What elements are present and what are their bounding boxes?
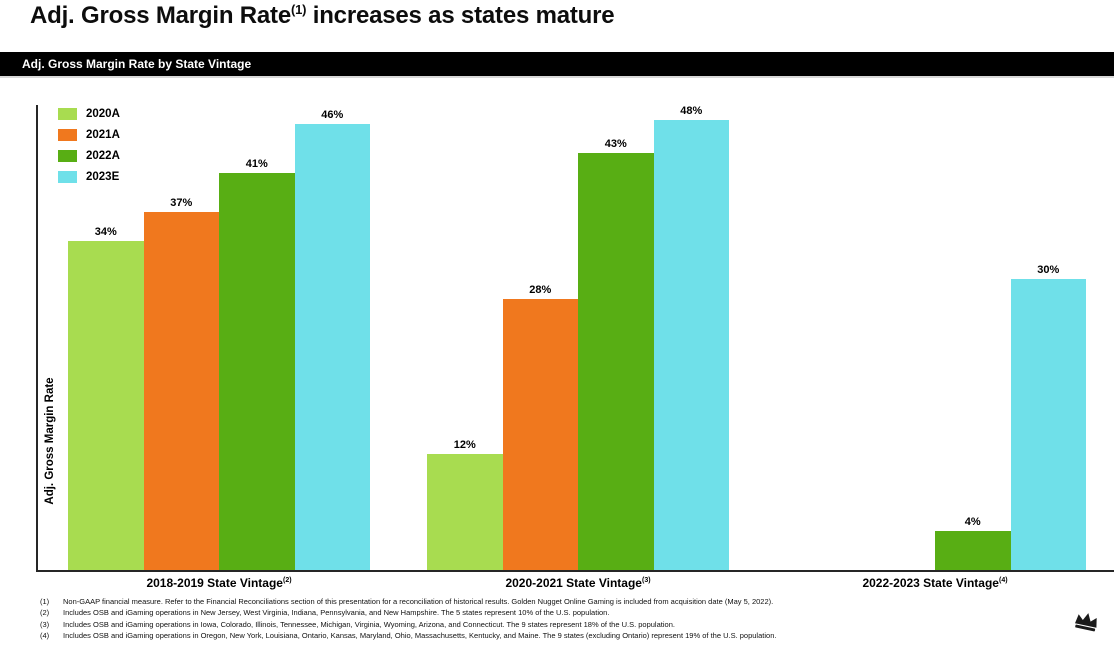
bar-2023E — [294, 124, 370, 570]
legend-swatch — [58, 107, 77, 120]
bar-group: 34% 37% 41% 46% — [68, 105, 370, 570]
title-footnote-ref: (1) — [290, 2, 307, 17]
bar-slot: 30% — [1010, 105, 1086, 570]
bar-chart-plot-area: Adj. Gross Margin Rate 2020A 2021A 2022A 20… — [36, 103, 1114, 590]
bar-slot — [860, 105, 936, 570]
title-text: Adj. Gross Margin Rate — [30, 2, 291, 29]
category-text: 2020-2021 State Vintage — [505, 576, 642, 590]
bar-slot: 43% — [578, 105, 654, 570]
footnote-number: (4) — [40, 631, 50, 641]
legend-label: 2021A — [86, 128, 120, 141]
y-axis-label: Adj. Gross Margin Rate — [44, 377, 56, 505]
bar-group: 12% 28% 43% 48% — [427, 105, 729, 570]
bar-slot: 34% — [68, 105, 144, 570]
bar-2023E — [1010, 279, 1086, 570]
legend-item: 2020A — [58, 103, 120, 124]
footnote-row: (1) Non-GAAP financial measure. Refer to … — [40, 596, 1080, 607]
bar-group: 4% 30% — [784, 105, 1086, 570]
bar-slot: 48% — [653, 105, 729, 570]
chart-title-banner: Adj. Gross Margin Rate by State Vintage — [0, 52, 1114, 78]
category-text: 2018-2019 State Vintage — [146, 576, 283, 590]
legend-swatch — [58, 149, 77, 162]
crown-logo-icon — [1075, 613, 1097, 632]
category-footnote-ref: (3) — [641, 577, 651, 584]
bar-slot — [784, 105, 860, 570]
bar-2022A — [935, 531, 1011, 570]
bar-value-label: 43% — [604, 138, 627, 151]
category-footnote-ref: (4) — [998, 577, 1008, 584]
bar-value-label: 12% — [453, 438, 476, 451]
bar-slot: 41% — [219, 105, 295, 570]
x-axis-category-label: 2020-2021 State Vintage(3) — [427, 576, 729, 590]
chart-legend: 2020A 2021A 2022A 2023E — [58, 103, 120, 187]
legend-item: 2023E — [58, 166, 120, 187]
bar-slot: 28% — [502, 105, 578, 570]
legend-item: 2022A — [58, 145, 120, 166]
bar-value-label: 34% — [94, 225, 117, 238]
bar-value-label: 28% — [529, 283, 552, 296]
category-text: 2022-2023 State Vintage — [862, 576, 999, 590]
footnotes-list: (1) Non-GAAP financial measure. Refer to … — [40, 596, 1080, 642]
footnote-text: Includes OSB and iGaming operations in N… — [63, 608, 610, 618]
bar-2022A — [219, 172, 295, 570]
page-title: Adj. Gross Margin Rate(1) increases as s… — [30, 2, 615, 30]
bar-2023E — [653, 120, 729, 570]
bar-2020A — [68, 240, 144, 570]
footnote-text: Includes OSB and iGaming operations in O… — [63, 631, 777, 641]
bar-2022A — [578, 153, 654, 570]
bar-slot: 37% — [143, 105, 219, 570]
bar-value-label: 48% — [680, 105, 703, 117]
bar-value-label: 41% — [245, 157, 268, 170]
legend-label: 2022A — [86, 149, 120, 162]
bar-value-label: 46% — [321, 109, 344, 122]
bar-2021A — [502, 298, 578, 570]
legend-label: 2020A — [86, 107, 120, 120]
chart-title-banner-label: Adj. Gross Margin Rate by State Vintage — [22, 57, 252, 71]
bar-value-label: 37% — [170, 196, 193, 209]
footnote-number: (2) — [40, 608, 50, 618]
footnote-number: (1) — [40, 597, 50, 606]
x-axis-category-label: 2022-2023 State Vintage(4) — [784, 576, 1086, 590]
x-axis-category-label: 2018-2019 State Vintage(2) — [68, 576, 370, 590]
footnote-number: (3) — [40, 619, 50, 629]
footnote-row: (4) Includes OSB and iGaming operations i… — [40, 630, 1080, 641]
footnote-text: Non-GAAP financial measure. Refer to the… — [63, 597, 774, 606]
legend-label: 2023E — [86, 170, 120, 183]
bar-value-label: 4% — [964, 516, 981, 529]
bar-value-label: 30% — [1037, 264, 1060, 277]
bar-2020A — [427, 453, 503, 570]
bar-2021A — [143, 211, 219, 570]
title-text-tail: increases as states mature — [306, 2, 615, 29]
legend-swatch — [58, 170, 77, 183]
bar-slot: 46% — [294, 105, 370, 570]
footnote-row: (2) Includes OSB and iGaming operations i… — [40, 607, 1080, 618]
bar-slot: 4% — [935, 105, 1011, 570]
bar-slot: 12% — [427, 105, 503, 570]
legend-swatch — [58, 128, 77, 141]
footnote-row: (3) Includes OSB and iGaming operations i… — [40, 619, 1080, 630]
category-footnote-ref: (2) — [282, 577, 292, 584]
footnote-text: Includes OSB and iGaming operations in I… — [63, 619, 675, 629]
legend-item: 2021A — [58, 124, 120, 145]
